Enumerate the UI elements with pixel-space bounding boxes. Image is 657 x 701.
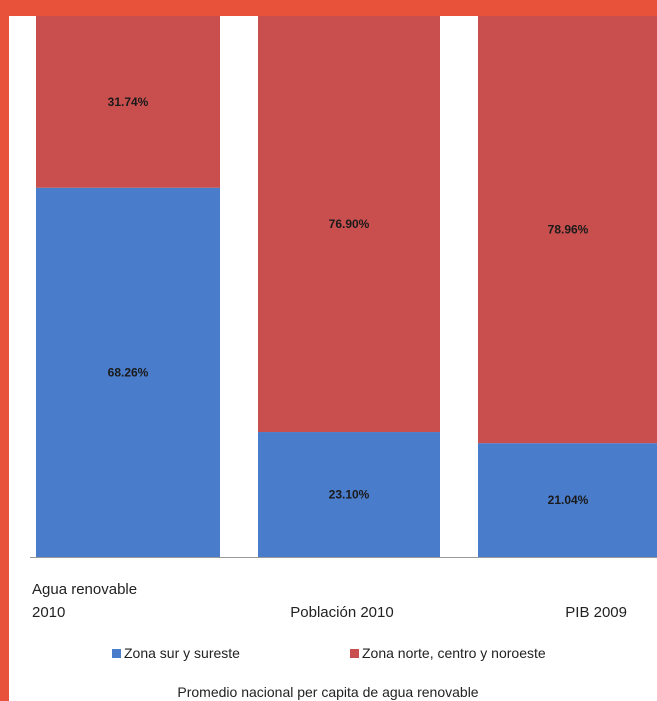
bar-sur-2 <box>258 432 440 557</box>
legend-swatch <box>350 649 359 658</box>
x-tick-label: Agua renovable 2010 <box>32 581 137 621</box>
legend-label: Zona norte, centro y noroeste <box>362 645 546 661</box>
bar-sur-1 <box>36 187 220 558</box>
bars-layer <box>36 16 657 558</box>
legend: Zona sur y sureste Zona norte, centro y n… <box>112 645 546 661</box>
bar-norte-1 <box>36 16 220 188</box>
bar-norte-3 <box>478 16 657 444</box>
data-label: 68.26% <box>108 365 149 379</box>
footer-caption: Promedio nacional per capita de agua ren… <box>177 684 478 700</box>
legend-swatch <box>112 649 121 658</box>
data-label: 21.04% <box>548 493 589 507</box>
bar-labels-layer: 68.26% 31.74% 23.10% 76.90% 21.04% 78.96% <box>108 95 589 507</box>
data-label: 76.90% <box>329 217 370 231</box>
x-tick-label: PIB 2009 <box>565 604 627 621</box>
data-label: 31.74% <box>108 95 149 109</box>
bar-norte-2 <box>258 16 440 433</box>
data-label: 23.10% <box>329 488 370 502</box>
legend-label: Zona sur y sureste <box>124 645 240 661</box>
category-labels-layer: Agua renovable 2010 Población 2010 PIB 2009 <box>32 581 627 621</box>
data-label: 78.96% <box>548 223 589 237</box>
x-tick-label: Población 2010 <box>290 604 393 621</box>
bar-sur-3 <box>478 443 657 557</box>
